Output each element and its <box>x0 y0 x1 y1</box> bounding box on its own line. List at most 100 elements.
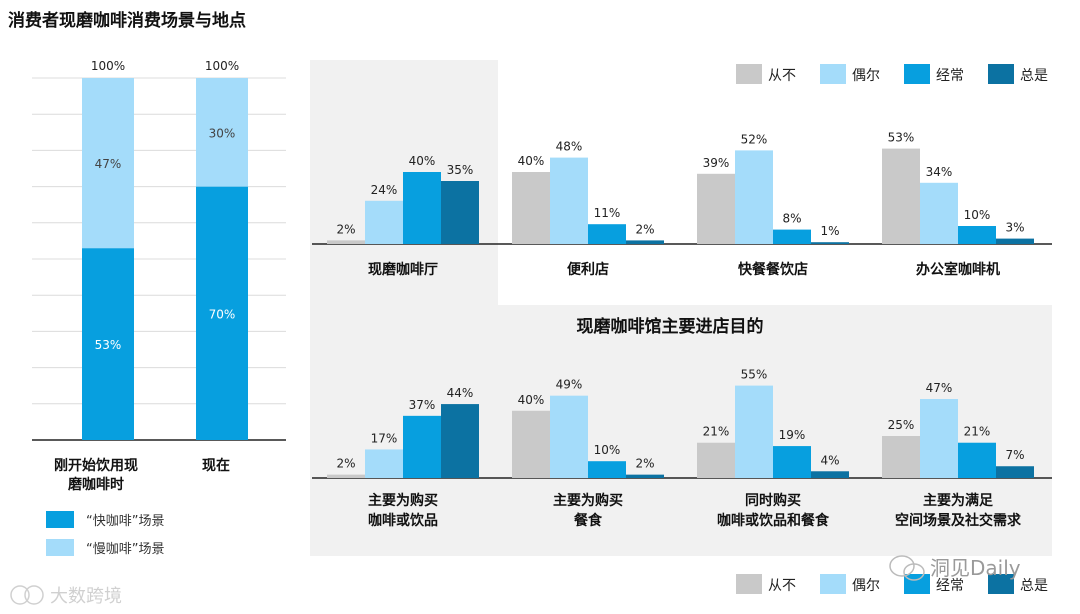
legend-label-never: 从不 <box>768 68 796 84</box>
bar-often <box>958 226 996 244</box>
legend-label-always: 总是 <box>1020 68 1048 84</box>
category-label: 快餐餐饮店 <box>738 261 808 278</box>
legend-label-never: 从不 <box>768 578 796 594</box>
watermark-right-text: 洞见Daily <box>930 556 1021 580</box>
data-label: 34% <box>926 165 953 179</box>
bar-never <box>327 474 365 478</box>
legend-label-always: 总是 <box>1020 578 1048 594</box>
legend-swatch-fast <box>46 511 74 528</box>
page-title: 消费者现磨咖啡消费场景与地点 <box>8 10 246 31</box>
bar-often <box>958 442 996 478</box>
panel-background <box>310 60 1052 556</box>
bar-always <box>811 471 849 478</box>
data-label: 7% <box>1005 448 1024 462</box>
legend-label-slow: “慢咖啡”场景 <box>86 541 164 557</box>
bar-always <box>441 404 479 478</box>
stacked-bar-fast <box>82 248 134 440</box>
bar-never <box>882 436 920 478</box>
data-label: 10% <box>964 208 991 222</box>
bar-occasionally <box>550 395 588 478</box>
bar-never <box>327 240 365 244</box>
bar-never <box>512 410 550 478</box>
total-label: 100% <box>205 59 239 73</box>
category-label: 现在 <box>202 457 230 474</box>
data-label: 48% <box>556 140 583 154</box>
category-label: 办公室咖啡机 <box>916 261 1000 278</box>
bar-occasionally <box>365 449 403 478</box>
legend-swatch-occasionally <box>820 64 846 84</box>
purpose-chart-title: 现磨咖啡馆主要进店目的 <box>577 316 764 337</box>
data-label: 35% <box>447 163 474 177</box>
stacked-bar-slow <box>82 78 134 249</box>
watermark-left: 大数跨境 <box>10 585 122 607</box>
bar-always <box>996 238 1034 244</box>
bar-always <box>811 242 849 244</box>
data-label: 8% <box>782 212 801 226</box>
bar-occasionally <box>735 385 773 478</box>
bar-always <box>996 466 1034 478</box>
stacked-bar-slow <box>196 78 248 187</box>
category-label: 现磨咖啡厅 <box>368 261 438 278</box>
legend-label-often: 经常 <box>936 578 964 594</box>
data-label: 2% <box>336 457 355 471</box>
legend-swatch-always <box>988 64 1014 84</box>
bar-often <box>588 224 626 244</box>
category-label: 同时购买 <box>745 492 801 509</box>
total-label: 100% <box>91 59 125 73</box>
data-label: 25% <box>888 418 915 432</box>
legend-swatch-often <box>904 64 930 84</box>
data-label: 52% <box>741 132 768 146</box>
bar-never <box>512 172 550 244</box>
watermark-left-text: 大数跨境 <box>50 586 122 607</box>
legend-swatch-never <box>736 574 762 594</box>
data-label: 30% <box>209 126 236 140</box>
data-label: 53% <box>888 131 915 145</box>
legend-top: 从不 偶尔 经常 总是 <box>736 64 1048 84</box>
data-label: 40% <box>518 154 545 168</box>
bar-occasionally <box>735 150 773 244</box>
legend-label-occasionally: 偶尔 <box>852 578 880 594</box>
data-label: 47% <box>95 157 122 171</box>
bar-often <box>588 461 626 478</box>
category-label: 主要为购买 <box>368 492 438 509</box>
legend-swatch-often <box>904 574 930 594</box>
data-label: 4% <box>820 453 839 467</box>
data-label: 39% <box>703 156 730 170</box>
legend-swatch-occasionally <box>820 574 846 594</box>
category-label: 便利店 <box>567 261 609 278</box>
data-label: 2% <box>336 222 355 236</box>
data-label: 37% <box>409 398 436 412</box>
data-label: 11% <box>594 206 621 220</box>
data-label: 10% <box>594 443 621 457</box>
data-label: 21% <box>964 425 991 439</box>
data-label: 2% <box>635 222 654 236</box>
bar-always <box>626 240 664 244</box>
data-label: 19% <box>779 428 806 442</box>
location-chart: 2% 24% 40% 35% 现磨咖啡厅 40% 48% 11% 2% 便利店 39% 52% 8% 1%… <box>312 131 1052 278</box>
bar-often <box>403 172 441 244</box>
category-label: 主要为满足 <box>923 492 994 509</box>
legend-swatch-slow <box>46 539 74 556</box>
data-label: 17% <box>371 431 398 445</box>
bar-always <box>626 474 664 478</box>
category-label: 刚开始饮用现 <box>54 457 138 474</box>
data-label: 49% <box>556 378 583 392</box>
bar-never <box>882 148 920 244</box>
bar-occasionally <box>365 200 403 244</box>
data-label: 47% <box>926 381 953 395</box>
legend-label-often: 经常 <box>936 68 964 84</box>
bar-often <box>403 415 441 478</box>
data-label: 55% <box>741 368 768 382</box>
category-label: 咖啡或饮品和餐食 <box>717 512 830 529</box>
data-label: 3% <box>1005 221 1024 235</box>
category-label: 磨咖啡时 <box>68 476 124 493</box>
category-label: 咖啡或饮品 <box>368 512 438 529</box>
wechat-icon <box>903 563 925 581</box>
bar-occasionally <box>920 182 958 244</box>
watermark-logo-icon <box>24 585 44 605</box>
bar-never <box>697 442 735 478</box>
legend-swatch-never <box>736 64 762 84</box>
data-label: 40% <box>409 154 436 168</box>
